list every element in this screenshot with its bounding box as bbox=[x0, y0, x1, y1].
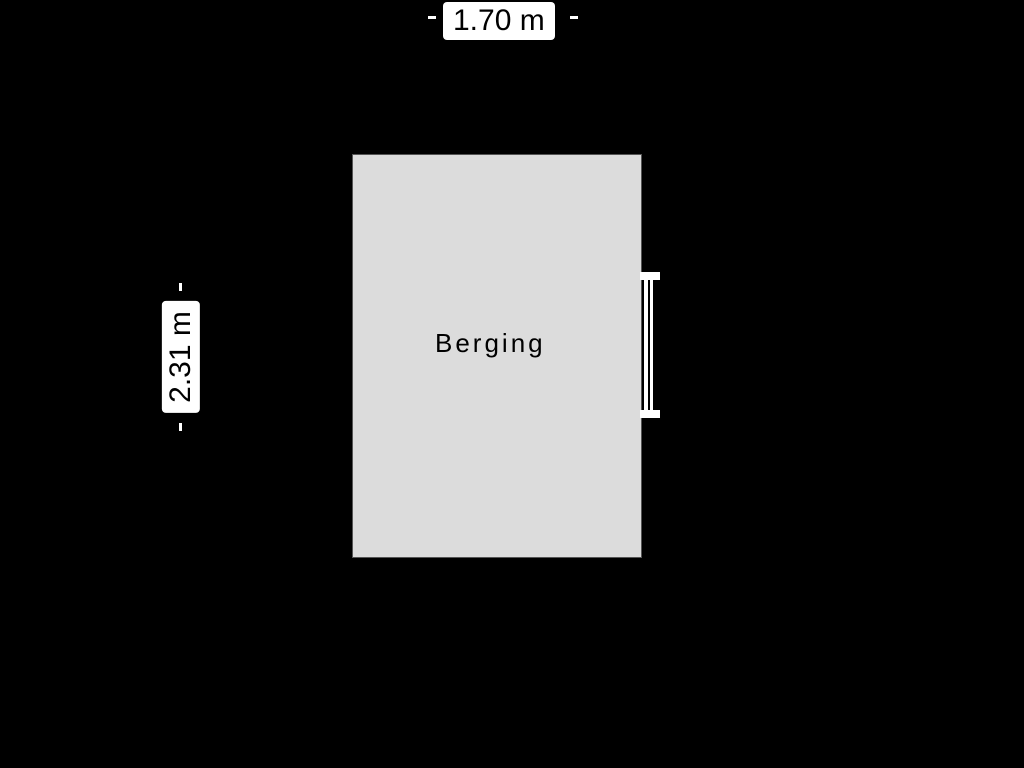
dimension-width-label: 1.70 m bbox=[443, 2, 555, 40]
dimension-height-tick-bottom bbox=[179, 423, 182, 431]
door-frame-bottom bbox=[640, 410, 660, 418]
room-label: Berging bbox=[435, 328, 546, 359]
dimension-height-label: 2.31 m bbox=[162, 301, 200, 413]
door-frame-top bbox=[640, 272, 660, 280]
door-panel bbox=[642, 280, 657, 410]
dimension-width-tick-left bbox=[428, 16, 436, 19]
dimension-height-tick-top bbox=[179, 283, 182, 291]
floorplan-canvas: Berging 1.70 m 2.31 m bbox=[0, 0, 1024, 768]
dimension-width-tick-right bbox=[570, 16, 578, 19]
